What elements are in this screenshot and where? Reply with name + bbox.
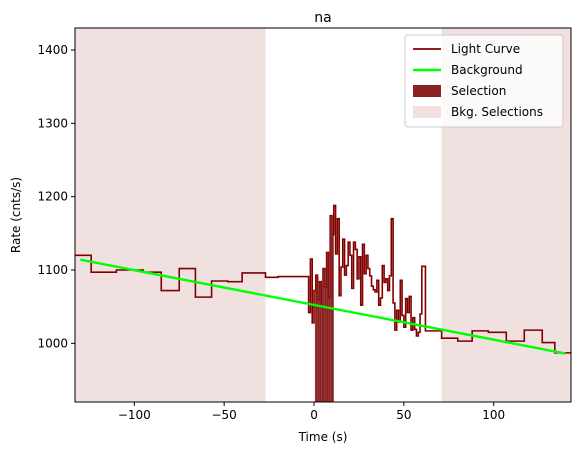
legend-label: Selection <box>451 84 506 98</box>
x-axis: −100 −50 0 50 100 <box>118 402 505 422</box>
x-tick-label: −50 <box>211 408 236 422</box>
light-curve-line <box>75 204 571 354</box>
selection-bar <box>324 287 327 402</box>
y-tick-label: 1000 <box>37 336 68 350</box>
legend: Light Curve Background Selection Bkg. Selec… <box>404 34 564 128</box>
y-tick-label: 1400 <box>37 43 68 57</box>
selection-bar <box>326 252 329 402</box>
x-tick-label: −100 <box>118 408 151 422</box>
x-tick-label: 0 <box>310 408 318 422</box>
bkg-selection-region <box>75 28 266 402</box>
selection-bar <box>328 297 331 402</box>
y-tick-label: 1100 <box>37 263 68 277</box>
chart-title: na <box>314 10 331 26</box>
x-tick-label: 50 <box>396 408 411 422</box>
legend-label: Bkg. Selections <box>451 105 543 119</box>
selection-bar <box>315 275 318 402</box>
selection-bar <box>323 268 325 402</box>
legend-swatch-patch <box>413 106 441 118</box>
legend-swatch-patch <box>413 85 441 97</box>
legend-box <box>404 34 564 128</box>
selection-bar <box>331 234 334 402</box>
plot-frame <box>74 27 572 403</box>
y-axis-label: Rate (cnts/s) <box>9 177 23 253</box>
legend-label: Background <box>451 63 523 77</box>
legend-label: Light Curve <box>451 42 520 56</box>
selection-bar <box>321 306 323 402</box>
selection-bar <box>314 290 316 402</box>
y-tick-label: 1200 <box>37 190 68 204</box>
y-axis: 1000 1100 1200 1300 1400 <box>37 43 75 350</box>
selection-bar <box>317 300 320 402</box>
x-axis-label: Time (s) <box>298 430 348 444</box>
background-line <box>80 258 566 355</box>
x-tick-label: 100 <box>482 408 505 422</box>
y-tick-label: 1300 <box>37 116 68 130</box>
selection-bar <box>319 281 322 402</box>
